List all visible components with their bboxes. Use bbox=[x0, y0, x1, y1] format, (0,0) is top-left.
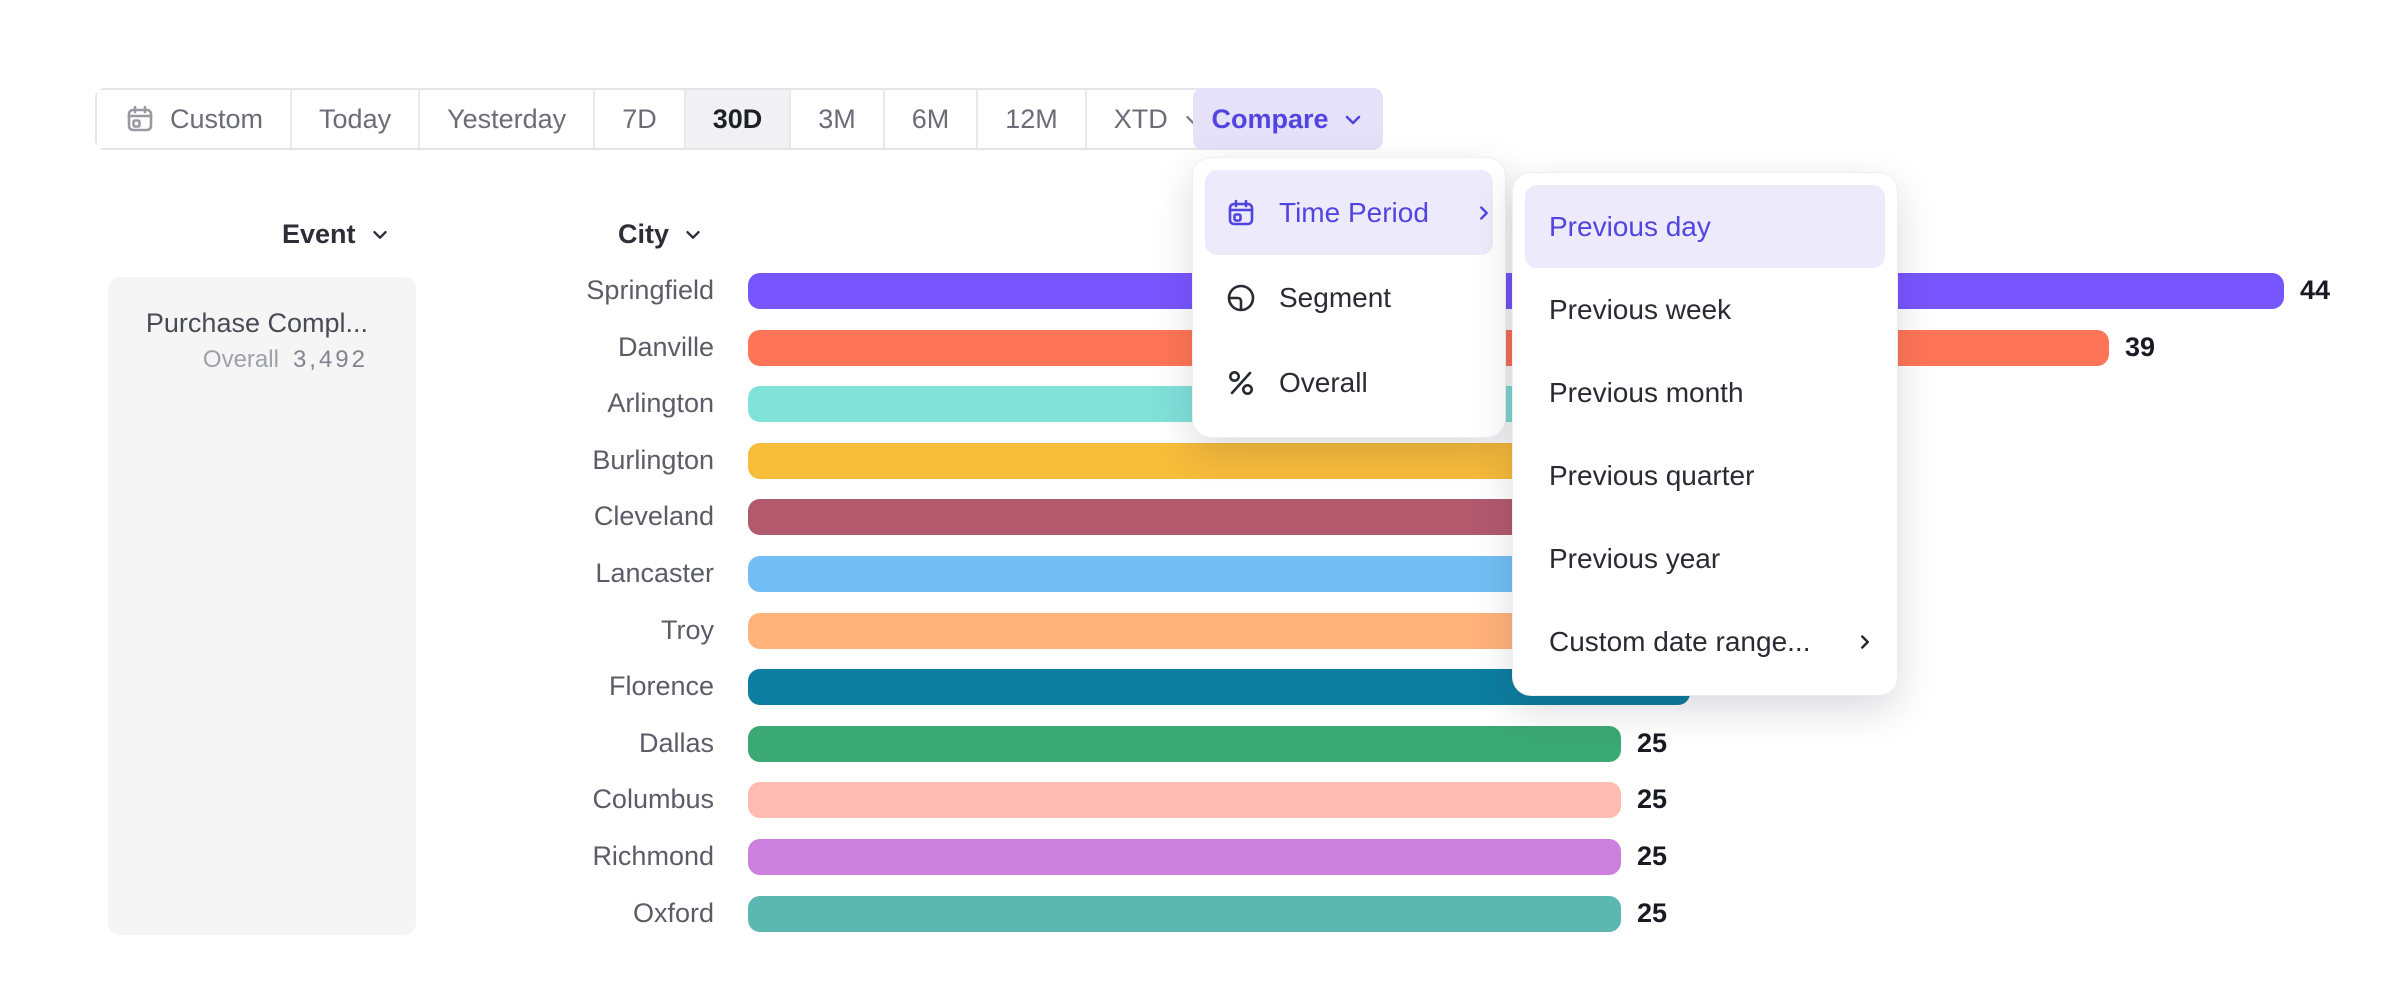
range-button-label: 12M bbox=[1005, 103, 1058, 134]
range-button-label: XTD bbox=[1113, 103, 1168, 134]
range-button-label: 3M bbox=[818, 103, 856, 134]
event-name: Purchase Compl... bbox=[145, 308, 368, 338]
chevron-right-icon bbox=[1854, 631, 1876, 653]
bar-value-dallas: 25 bbox=[1637, 728, 1668, 758]
bar-value-oxford: 25 bbox=[1637, 898, 1668, 928]
range-button-label: 6M bbox=[911, 103, 950, 134]
range-button-label: 7D bbox=[622, 103, 657, 134]
bar-label-richmond: Richmond bbox=[592, 841, 714, 871]
submenu-item-previous-day[interactable]: Previous day bbox=[1525, 185, 1885, 268]
submenu-item-previous-month[interactable]: Previous month bbox=[1525, 351, 1885, 434]
menu-item-overall[interactable]: Overall bbox=[1205, 340, 1493, 425]
menu-item-label: Time Period bbox=[1279, 196, 1429, 228]
submenu-item-custom-date-range[interactable]: Custom date range... bbox=[1525, 600, 1885, 683]
range-button-label: Custom bbox=[170, 103, 264, 134]
compare-button[interactable]: Compare bbox=[1193, 88, 1383, 150]
event-column-header-label: Event bbox=[282, 218, 356, 249]
compare-menu: Time Period Segment Overall bbox=[1193, 158, 1505, 437]
date-range-toolbar: Custom Today Yesterday 7D 30D 3M 6M 12M XTD bbox=[95, 88, 1233, 150]
bar-label-lancaster: Lancaster bbox=[595, 558, 714, 588]
calendar-icon bbox=[1225, 197, 1257, 229]
time-period-submenu: Previous day Previous week Previous month P… bbox=[1513, 173, 1897, 695]
chevron-down-icon bbox=[369, 223, 391, 245]
range-button-label: Yesterday bbox=[447, 103, 567, 134]
menu-item-label: Overall bbox=[1279, 366, 1368, 398]
bar-columbus[interactable] bbox=[748, 782, 1621, 818]
bar-label-cleveland: Cleveland bbox=[593, 501, 714, 531]
range-button-12m[interactable]: 12M bbox=[978, 90, 1087, 148]
compare-button-label: Compare bbox=[1211, 103, 1329, 134]
bar-label-burlington: Burlington bbox=[592, 445, 714, 475]
event-overall-line: Overall 3,492 bbox=[203, 346, 368, 374]
submenu-item-previous-week[interactable]: Previous week bbox=[1525, 268, 1885, 351]
range-button-custom[interactable]: Custom bbox=[97, 90, 293, 148]
calendar-icon bbox=[124, 103, 156, 135]
submenu-item-previous-quarter[interactable]: Previous quarter bbox=[1525, 434, 1885, 517]
menu-item-label: Segment bbox=[1279, 281, 1392, 313]
range-button-label: 30D bbox=[712, 103, 763, 134]
chevron-down-icon bbox=[682, 223, 704, 245]
bar-label-dallas: Dallas bbox=[638, 728, 714, 758]
range-button-3m[interactable]: 3M bbox=[791, 90, 885, 148]
overall-value: 3,492 bbox=[292, 346, 368, 373]
event-card[interactable]: Purchase Compl... Overall 3,492 bbox=[108, 277, 416, 935]
submenu-item-label: Previous quarter bbox=[1549, 459, 1755, 491]
bar-label-arlington: Arlington bbox=[607, 388, 714, 418]
submenu-item-label: Previous week bbox=[1549, 293, 1732, 325]
overall-label: Overall bbox=[202, 346, 279, 373]
bar-label-springfield: Springfield bbox=[586, 275, 714, 305]
city-column-header[interactable]: City bbox=[618, 216, 704, 252]
bar-value-columbus: 25 bbox=[1637, 784, 1668, 814]
menu-item-time-period[interactable]: Time Period bbox=[1205, 170, 1493, 255]
bar-value-richmond: 25 bbox=[1637, 841, 1668, 871]
chevron-down-icon bbox=[1341, 107, 1365, 131]
range-button-label: Today bbox=[319, 103, 392, 134]
menu-item-segment[interactable]: Segment bbox=[1205, 255, 1493, 340]
bar-dallas[interactable] bbox=[748, 726, 1621, 762]
segment-icon bbox=[1225, 282, 1257, 314]
range-button-6m[interactable]: 6M bbox=[884, 90, 979, 148]
submenu-item-label: Previous year bbox=[1549, 542, 1721, 574]
submenu-item-label: Custom date range... bbox=[1549, 625, 1811, 657]
submenu-item-previous-year[interactable]: Previous year bbox=[1525, 517, 1885, 600]
range-button-7d[interactable]: 7D bbox=[595, 90, 686, 148]
bar-label-florence: Florence bbox=[608, 671, 714, 701]
range-button-today[interactable]: Today bbox=[292, 90, 421, 148]
chevron-right-icon bbox=[1473, 202, 1495, 224]
submenu-item-label: Previous day bbox=[1549, 210, 1711, 242]
bar-value-danville: 39 bbox=[2125, 332, 2156, 362]
bar-value-springfield: 44 bbox=[2300, 275, 2331, 305]
city-column-header-label: City bbox=[618, 218, 670, 249]
range-button-30d[interactable]: 30D bbox=[685, 90, 792, 148]
bar-richmond[interactable] bbox=[748, 839, 1621, 875]
event-column-header[interactable]: Event bbox=[282, 216, 391, 252]
range-button-yesterday[interactable]: Yesterday bbox=[420, 90, 596, 148]
bar-label-danville: Danville bbox=[617, 332, 714, 362]
bar-label-oxford: Oxford bbox=[632, 898, 714, 928]
submenu-item-label: Previous month bbox=[1549, 376, 1744, 408]
bar-label-troy: Troy bbox=[661, 615, 714, 645]
percent-icon bbox=[1225, 367, 1257, 399]
bar-oxford[interactable] bbox=[748, 896, 1621, 932]
bar-label-columbus: Columbus bbox=[592, 784, 714, 814]
